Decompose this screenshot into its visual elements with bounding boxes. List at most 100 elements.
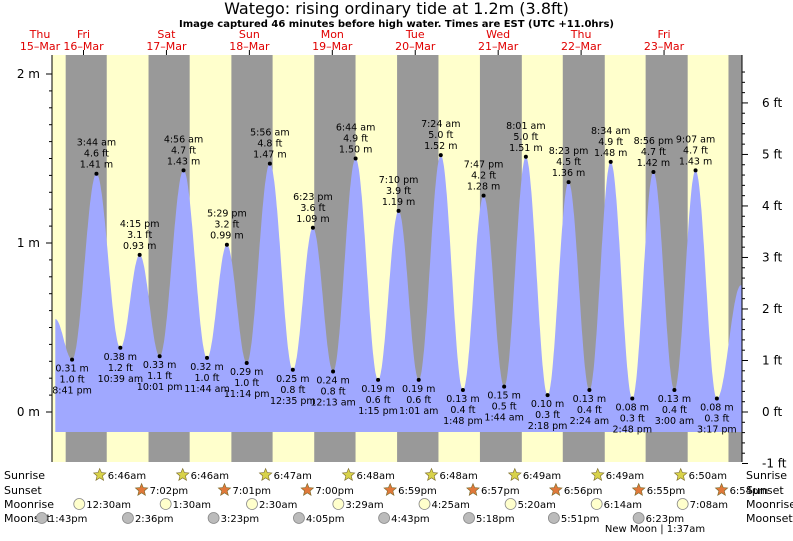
star-icon bbox=[217, 482, 232, 496]
day-date: 18–Mar bbox=[229, 40, 270, 53]
low-tide-time: 2:48 pm bbox=[612, 424, 652, 435]
row-label-right: Sunrise bbox=[746, 469, 787, 482]
low-tide-time: 3:17 pm bbox=[697, 424, 737, 435]
high-tide-ft: 4.7 ft bbox=[683, 145, 708, 156]
day-headers: Thu15–MarFri16–MarSat17–MarSun18–MarMon1… bbox=[20, 28, 685, 53]
low-tide-ft: 0.8 ft bbox=[280, 385, 305, 396]
tide-point bbox=[566, 180, 571, 185]
moon-icon bbox=[504, 498, 517, 510]
low-tide-ft: 0.3 ft bbox=[704, 413, 729, 424]
high-tide-time: 8:01 am bbox=[506, 121, 545, 132]
high-tide-ft: 4.7 ft bbox=[171, 145, 196, 156]
star-icon bbox=[300, 482, 315, 496]
tide-point bbox=[672, 388, 677, 393]
tide-point bbox=[460, 388, 465, 393]
high-tide-ft: 4.8 ft bbox=[257, 139, 282, 150]
tide-point bbox=[310, 225, 315, 230]
low-tide-ft: 1.0 ft bbox=[194, 373, 219, 384]
low-tide-time: 10:39 am bbox=[98, 374, 143, 385]
sunrise-time: 6:47am bbox=[274, 471, 312, 482]
high-tide-m: 1.42 m bbox=[637, 158, 670, 169]
high-tide-m: 1.43 m bbox=[167, 156, 200, 167]
moon-icon bbox=[293, 512, 305, 524]
moonrise-time: 1:30am bbox=[173, 500, 211, 511]
y-tick-label-right: 3 ft bbox=[762, 250, 782, 264]
sunrise-time: 6:50am bbox=[689, 471, 727, 482]
star-icon bbox=[507, 467, 522, 481]
tide-point bbox=[70, 357, 75, 362]
moonset-time: 3:23pm bbox=[221, 514, 260, 525]
tide-point bbox=[502, 384, 507, 389]
star-icon bbox=[341, 467, 356, 481]
sunset-time: 6:56pm bbox=[564, 486, 603, 497]
tide-point bbox=[137, 252, 142, 257]
tide-point bbox=[523, 154, 528, 159]
tide-point bbox=[545, 393, 550, 398]
high-tide-ft: 4.9 ft bbox=[598, 137, 623, 148]
row-label-left: Sunrise bbox=[4, 469, 45, 482]
low-tide-m: 0.13 m bbox=[446, 394, 479, 405]
tide-area bbox=[55, 155, 743, 432]
moon-icon bbox=[590, 498, 603, 510]
star-icon bbox=[548, 482, 563, 496]
low-tide-time: 12:13 am bbox=[310, 397, 355, 408]
day-date: 20–Mar bbox=[395, 40, 436, 53]
low-tide-ft: 0.4 ft bbox=[450, 405, 475, 416]
sunset-time: 6:59pm bbox=[398, 486, 437, 497]
axes: 0 m 1 m 2 m -1 ft 0 ft 1 ft 2 ft 3 ft 4 ft 5 ft 6 … bbox=[17, 50, 787, 471]
y-tick-label-left: 2 m bbox=[17, 67, 40, 81]
low-tide-m: 0.19 m bbox=[402, 384, 435, 395]
low-tide-m: 0.32 m bbox=[190, 362, 223, 373]
high-tide-ft: 3.1 ft bbox=[127, 230, 152, 241]
low-tide-time: 12:35 pm bbox=[270, 396, 316, 407]
moonset-time: 2:36pm bbox=[135, 514, 174, 525]
sunrise-time: 6:48am bbox=[357, 471, 395, 482]
moonrise-time: 7:08am bbox=[690, 500, 728, 511]
high-tide-m: 1.52 m bbox=[424, 141, 457, 152]
y-tick-label-right: 6 ft bbox=[762, 96, 782, 110]
day-weekday: Sun bbox=[239, 28, 260, 41]
high-tide-m: 1.51 m bbox=[509, 143, 542, 154]
high-tide-ft: 5.0 ft bbox=[428, 130, 453, 141]
high-tide-ft: 3.2 ft bbox=[214, 220, 239, 231]
high-tide-ft: 4.6 ft bbox=[84, 149, 109, 160]
low-tide-m: 0.08 m bbox=[700, 402, 733, 413]
day-date: 19–Mar bbox=[312, 40, 353, 53]
moon-icon bbox=[73, 498, 86, 510]
row-label-left: Moonrise bbox=[4, 498, 54, 511]
moonset-time: 4:43pm bbox=[391, 514, 430, 525]
high-tide-time: 4:15 pm bbox=[120, 219, 160, 230]
sunrise-time: 6:49am bbox=[523, 471, 561, 482]
tide-point bbox=[267, 161, 272, 166]
star-icon bbox=[714, 482, 729, 496]
y-tick-label-right: 2 ft bbox=[762, 302, 782, 316]
low-tide-ft: 0.3 ft bbox=[620, 413, 645, 424]
tide-point bbox=[181, 168, 186, 173]
sunset-time: 7:02pm bbox=[150, 486, 189, 497]
moon-icon bbox=[207, 512, 220, 524]
low-tide-m: 0.31 m bbox=[55, 364, 88, 375]
tide-point bbox=[587, 388, 592, 393]
tide-point bbox=[714, 396, 719, 401]
low-tide-ft: 0.8 ft bbox=[321, 386, 346, 397]
tide-point bbox=[481, 193, 486, 198]
low-tide-time: 2:18 pm bbox=[528, 421, 568, 432]
day-weekday: Tue bbox=[405, 28, 425, 41]
low-tide-m: 0.38 m bbox=[104, 352, 137, 363]
high-tide-ft: 5.0 ft bbox=[513, 132, 538, 143]
low-tide-m: 0.13 m bbox=[658, 394, 691, 405]
low-tide-ft: 1.0 ft bbox=[234, 378, 259, 389]
day-date: 15–Mar bbox=[20, 40, 61, 53]
high-tide-m: 1.09 m bbox=[296, 214, 329, 225]
high-tide-ft: 3.6 ft bbox=[300, 203, 325, 214]
day-weekday: Fri bbox=[657, 28, 670, 41]
y-tick-label-left: 1 m bbox=[17, 236, 40, 250]
sunset-time: 7:01pm bbox=[232, 486, 271, 497]
high-tide-m: 0.99 m bbox=[210, 231, 243, 242]
high-tide-time: 8:34 am bbox=[591, 126, 630, 137]
star-icon bbox=[424, 467, 439, 481]
tide-point bbox=[376, 377, 381, 382]
day-weekday: Thu bbox=[570, 28, 592, 41]
moon-icon bbox=[418, 498, 431, 510]
